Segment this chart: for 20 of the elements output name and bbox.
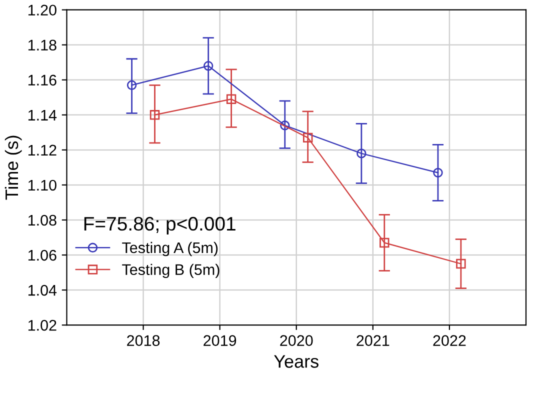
x-tick-label: 2021 [356,335,390,346]
x-tick-label: 2019 [204,335,236,346]
y-tick-label: 1.12 [28,144,56,156]
legend-label: Testing B (5m) [122,264,220,278]
x-tick-label: 2022 [433,335,466,346]
x-axis-title: Years [274,355,318,368]
y-tick-label: 1.06 [28,250,56,261]
legend-label: Testing A (5m) [122,242,218,256]
y-tick-label: 1.08 [28,214,56,226]
y-tick-label: 1.10 [28,180,56,191]
y-tick-label: 1.20 [28,4,56,16]
x-tick-label: 2020 [280,335,313,346]
y-tick-label: 1.14 [28,110,57,120]
y-tick-label: 1.04 [28,284,57,296]
annotation: F=75.86; p<0.001 [84,216,236,235]
y-tick-label: 1.02 [28,320,56,331]
x-tick-label: 2018 [127,335,160,346]
y-tick-label: 1.18 [28,40,56,51]
y-axis-title: Time (s) [4,136,22,200]
y-tick-label: 1.16 [28,74,56,86]
